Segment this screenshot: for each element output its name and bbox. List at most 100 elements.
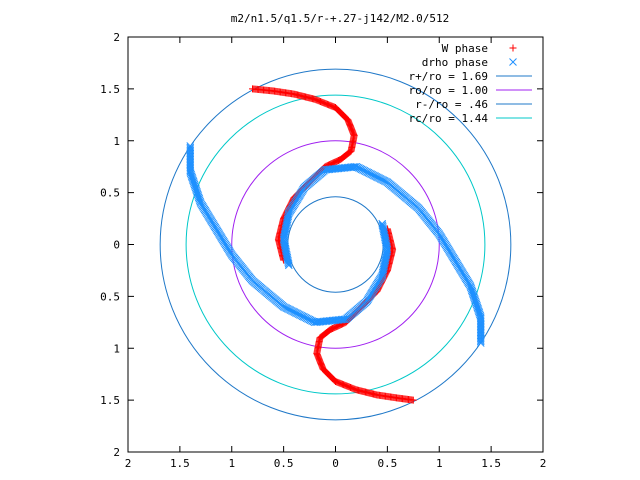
drho-point-b (473, 303, 482, 312)
drho-point (475, 309, 484, 317)
legend-label-r-minus: r-/ro = .46 (415, 98, 488, 111)
drho-point-b (380, 259, 389, 268)
drho-point (380, 259, 389, 268)
drho-point (382, 239, 391, 248)
x-tick-label: 2 (125, 457, 132, 470)
drho-point (191, 182, 199, 190)
drho-point (381, 236, 390, 245)
drho-point (381, 254, 390, 263)
drho-point-b (281, 243, 290, 251)
drho-point (284, 209, 293, 218)
drho-point (467, 286, 476, 295)
drho-point (381, 235, 390, 243)
drho-point-b (381, 236, 390, 245)
drho-point (281, 224, 290, 233)
drho-point (188, 173, 196, 182)
drho-point (193, 190, 202, 199)
drho-point (382, 242, 391, 251)
drho-point-b (380, 261, 389, 269)
drho-point (470, 294, 479, 303)
drho-point-b (190, 179, 198, 188)
drho-point-b (476, 314, 485, 323)
circle-4 (287, 196, 384, 293)
drho-point-b (193, 190, 202, 199)
drho-point (282, 221, 291, 230)
legend-sample-w (509, 44, 517, 52)
drho-point (381, 258, 389, 266)
x-tick-label: 1 (436, 457, 443, 470)
drho-point (473, 303, 482, 312)
drho-point-b (284, 261, 293, 270)
drho-point-b (379, 225, 388, 234)
drho-point-b (281, 226, 290, 235)
drho-point-b (283, 252, 291, 260)
drho-point (189, 177, 198, 186)
drho-point (382, 250, 391, 259)
drho-point (284, 211, 293, 219)
marker-layer (186, 85, 485, 404)
drho-point (281, 246, 290, 254)
circle-2 (159, 68, 512, 421)
drho-point-b (283, 255, 292, 264)
drho-point (280, 238, 289, 247)
drho-point (381, 256, 390, 265)
drho-point-b (186, 166, 195, 175)
drho-point-b (194, 193, 203, 202)
drho-point (284, 256, 292, 265)
drho-point (468, 287, 477, 296)
drho-point (339, 315, 347, 324)
drho-point-b (322, 165, 331, 174)
drho-point (281, 243, 290, 251)
drho-point-b (472, 299, 480, 307)
drho-point (280, 240, 289, 248)
drho-point-b (468, 287, 477, 296)
drho-point-b (284, 214, 292, 222)
drho-point-b (284, 258, 293, 267)
drho-point (471, 296, 479, 305)
drho-point (189, 176, 197, 185)
drho-point-b (282, 223, 290, 231)
drho-point-b (192, 187, 201, 196)
drho-point (186, 169, 195, 178)
drho-point (475, 307, 483, 316)
drho-point (378, 268, 387, 277)
legend-label-r-plus: r+/ro = 1.69 (409, 70, 488, 83)
drho-point-b (280, 240, 289, 248)
y-tick-label: 1 (113, 135, 120, 148)
drho-point (467, 284, 476, 293)
drho-point (474, 304, 482, 313)
drho-point-b (467, 286, 476, 295)
drho-point-b (194, 192, 203, 200)
legend-sample-drho-b (509, 58, 517, 66)
drho-point-b (193, 189, 202, 197)
tick-layer: 2 1.5 1 0.5 0 0.5 1 1.5 221.510.500.511.52 (100, 31, 546, 470)
drho-point-b (381, 233, 389, 242)
drho-point (187, 170, 196, 179)
drho-point (193, 189, 202, 197)
drho-point (379, 224, 387, 233)
drho-point-b (280, 230, 289, 239)
drho-point (284, 212, 293, 221)
drho-point (281, 227, 290, 236)
drho-point (186, 168, 195, 176)
drho-point-b (471, 296, 479, 305)
drho-point (191, 183, 200, 192)
drho-point-b (196, 197, 205, 206)
drho-point (322, 165, 331, 174)
drho-point (381, 253, 390, 262)
drho-point (476, 311, 485, 320)
drho-point-b (280, 241, 289, 250)
drho-point-b (283, 215, 292, 224)
legend-label-rc: rc/ro = 1.44 (409, 112, 489, 125)
drho-point (471, 297, 480, 306)
legend: W phase drho phase r+/ro = 1.69 ro/ro = … (409, 42, 532, 125)
drho-point (283, 218, 291, 227)
drho-point-b (378, 222, 387, 231)
drho-point-b (189, 177, 198, 186)
drho-point (187, 172, 196, 180)
drho-point-b (189, 176, 197, 185)
legend-sample-drho (509, 58, 517, 66)
drho-point (282, 250, 291, 259)
drho-point (379, 227, 388, 236)
drho-point (283, 255, 292, 264)
